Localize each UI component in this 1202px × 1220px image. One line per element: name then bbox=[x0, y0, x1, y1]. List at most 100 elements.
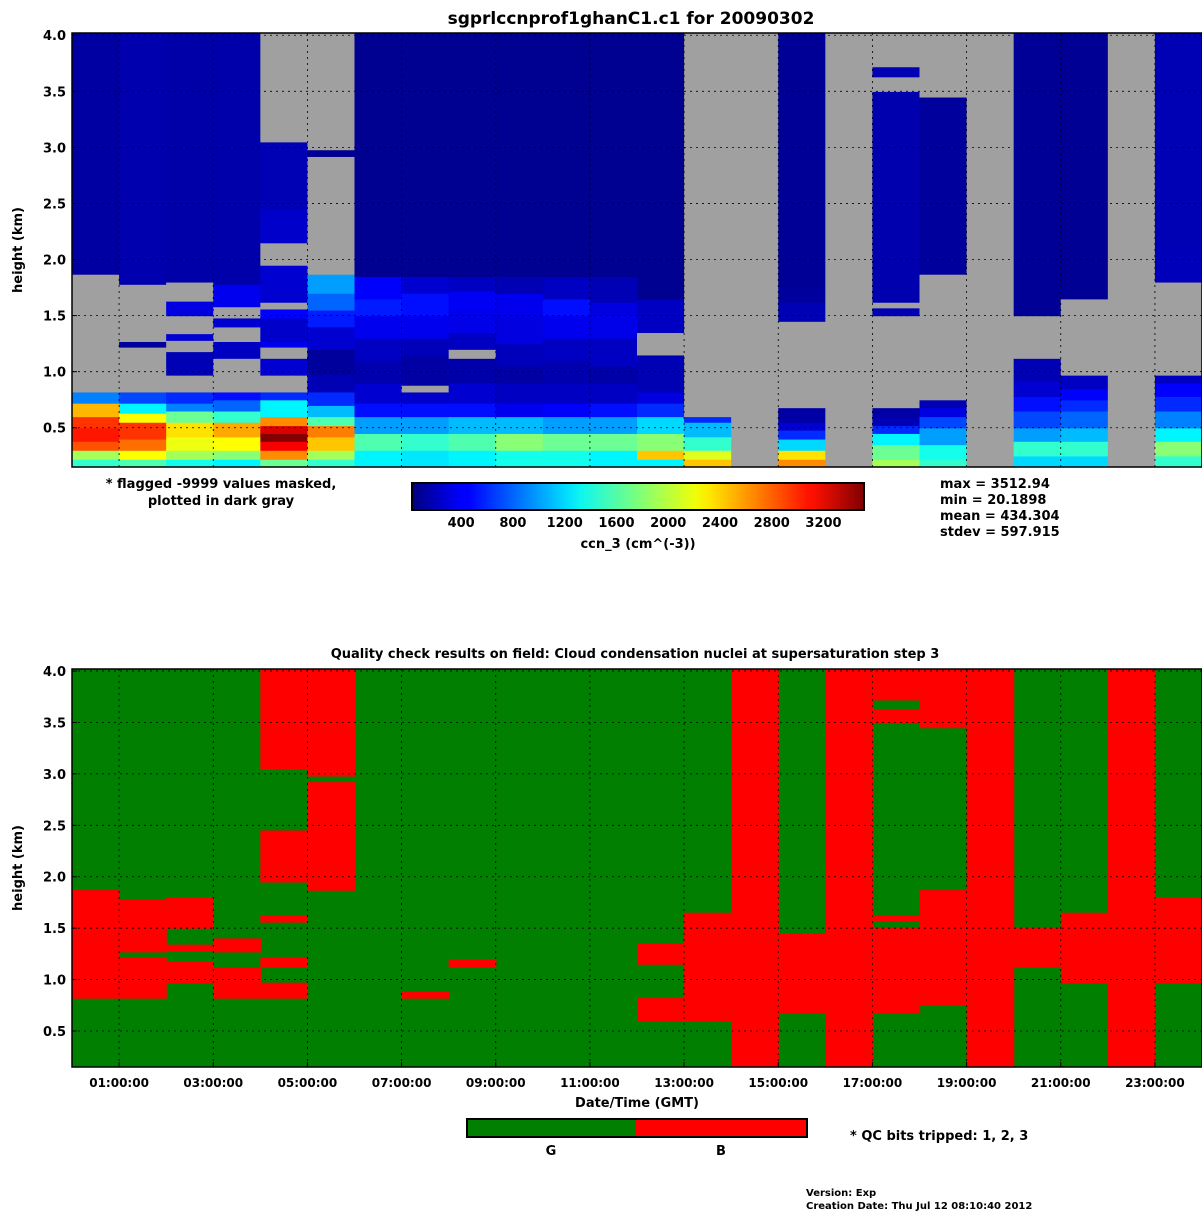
heatmap-cell bbox=[919, 407, 968, 418]
heatmap-cell bbox=[1060, 410, 1109, 429]
qc-bad-cell bbox=[872, 915, 921, 922]
x-tick-label: 23:00:00 bbox=[1125, 1076, 1185, 1090]
heatmap-cell bbox=[401, 33, 450, 277]
heatmap-cell bbox=[213, 317, 261, 328]
heatmap-cell-masked bbox=[637, 332, 685, 356]
mask-note-line: plotted in dark gray bbox=[148, 494, 295, 509]
heatmap-cell bbox=[401, 433, 450, 451]
heatmap-cell bbox=[213, 436, 261, 451]
heatmap-cell-masked bbox=[872, 76, 921, 92]
heatmap-cell bbox=[872, 459, 921, 468]
heatmap-cell-masked bbox=[72, 274, 120, 393]
heatmap-cell bbox=[542, 298, 591, 317]
heatmap-cell bbox=[307, 416, 356, 427]
heatmap-cell bbox=[542, 276, 591, 300]
heatmap-cell bbox=[589, 382, 638, 404]
heatmap-cell bbox=[637, 354, 685, 393]
heatmap-cell bbox=[72, 459, 120, 468]
colorbar-tick-label: 1200 bbox=[547, 516, 583, 531]
y-tick-label: 1.0 bbox=[43, 974, 66, 989]
y-tick-label: 4.0 bbox=[43, 29, 66, 44]
qc-bad-cell bbox=[119, 956, 167, 999]
heatmap-cell bbox=[72, 391, 120, 404]
heatmap-cell bbox=[1013, 410, 1062, 429]
x-tick-label: 19:00:00 bbox=[937, 1076, 997, 1090]
heatmap-cell bbox=[354, 315, 403, 339]
heatmap-cell-masked bbox=[260, 375, 309, 393]
colorbar-tick-label: 800 bbox=[499, 516, 526, 531]
qc-bad-cell bbox=[825, 669, 874, 1068]
heatmap-cell bbox=[495, 403, 544, 418]
heatmap-cell-masked bbox=[213, 326, 261, 342]
heatmap-cell bbox=[919, 444, 968, 460]
qc-bad-cell bbox=[1107, 669, 1156, 1068]
heatmap-cell bbox=[354, 276, 403, 300]
heatmap-cell bbox=[260, 416, 309, 427]
heatmap-cell bbox=[260, 209, 309, 244]
colorbar-label: ccn_3 (cm^(-3)) bbox=[580, 537, 695, 552]
heatmap-cell bbox=[72, 450, 120, 460]
heatmap-cell bbox=[872, 425, 921, 434]
y-tick-label: 0.5 bbox=[43, 1025, 66, 1040]
heatmap-cell-masked bbox=[1107, 33, 1156, 468]
heatmap-cell bbox=[119, 33, 167, 285]
qc-bad-cell bbox=[166, 944, 214, 952]
qc-bad-cell bbox=[260, 956, 309, 968]
heatmap-cell bbox=[872, 407, 921, 418]
chart2-y-axis: 0.5 1.0 1.5 2.0 2.5 3.0 3.5 4.0 bbox=[43, 665, 77, 1040]
chart1-ylabel: height (km) bbox=[11, 207, 26, 293]
heatmap-cell bbox=[260, 433, 309, 442]
qc-bad-cell bbox=[72, 890, 120, 999]
heatmap-cell bbox=[778, 450, 826, 460]
heatmap-cell bbox=[307, 391, 356, 406]
heatmap-cell bbox=[307, 274, 356, 294]
heatmap-cell bbox=[354, 433, 403, 451]
stat-line: max = 3512.94 bbox=[940, 477, 1050, 492]
heatmap-cell bbox=[166, 351, 214, 376]
heatmap-cell bbox=[778, 459, 826, 468]
heatmap-cell bbox=[307, 405, 356, 418]
heatmap-cell bbox=[1060, 427, 1109, 442]
stat-line: mean = 434.304 bbox=[940, 509, 1060, 524]
heatmap-cell bbox=[213, 391, 261, 401]
heatmap-cell bbox=[495, 433, 544, 451]
chart2-x-axis: 01:00:00 03:00:00 05:00:00 07:00:00 09:00:00… bbox=[89, 1062, 1185, 1090]
heatmap-cell-masked bbox=[731, 33, 779, 468]
heatmap-cell bbox=[684, 450, 732, 460]
heatmap-cell bbox=[542, 338, 591, 362]
heatmap-cell-masked bbox=[1060, 298, 1109, 376]
chart1-plot-frame bbox=[71, 32, 1202, 468]
heatmap-cell bbox=[448, 33, 497, 277]
heatmap-cell bbox=[448, 358, 497, 384]
y-tick-label: 3.0 bbox=[43, 768, 66, 783]
heatmap-cell bbox=[1154, 410, 1202, 429]
heatmap-cell bbox=[1060, 388, 1109, 401]
qc-bad-cell bbox=[872, 928, 921, 1014]
x-tick-label: 09:00:00 bbox=[466, 1076, 526, 1090]
heatmap-cell-masked bbox=[166, 315, 214, 335]
heatmap-cell bbox=[495, 450, 544, 468]
heatmap-cell bbox=[260, 317, 309, 342]
heatmap-cell bbox=[1013, 33, 1062, 317]
heatmap-cell bbox=[542, 360, 591, 384]
colorbar-ticks: 400 800 1200 1600 2000 2400 2800 3200 bbox=[448, 516, 842, 531]
heatmap-cell bbox=[495, 276, 544, 294]
heatmap-cell bbox=[260, 459, 309, 468]
qc-bad-cell bbox=[401, 991, 450, 999]
heatmap-cell bbox=[260, 425, 309, 434]
heatmap-cell bbox=[778, 287, 826, 303]
heatmap-cell bbox=[307, 309, 356, 328]
qc-bad-cell bbox=[260, 915, 309, 923]
heatmap-cell bbox=[1154, 396, 1202, 412]
heatmap-cell bbox=[448, 276, 497, 292]
qc-bad-cell bbox=[166, 914, 214, 929]
heatmap-cell bbox=[307, 436, 356, 451]
heatmap-cell bbox=[495, 366, 544, 384]
chart1-mask-note: * flagged -9999 values masked, plotted i… bbox=[106, 477, 337, 509]
footer-creation-date: Creation Date: Thu Jul 12 08:10:40 2012 bbox=[806, 1201, 1032, 1212]
legend-label-good: G bbox=[546, 1144, 557, 1159]
qc-bad-cell bbox=[260, 669, 309, 770]
heatmap-cell bbox=[72, 33, 120, 275]
qc-bad-cell bbox=[1154, 897, 1202, 984]
